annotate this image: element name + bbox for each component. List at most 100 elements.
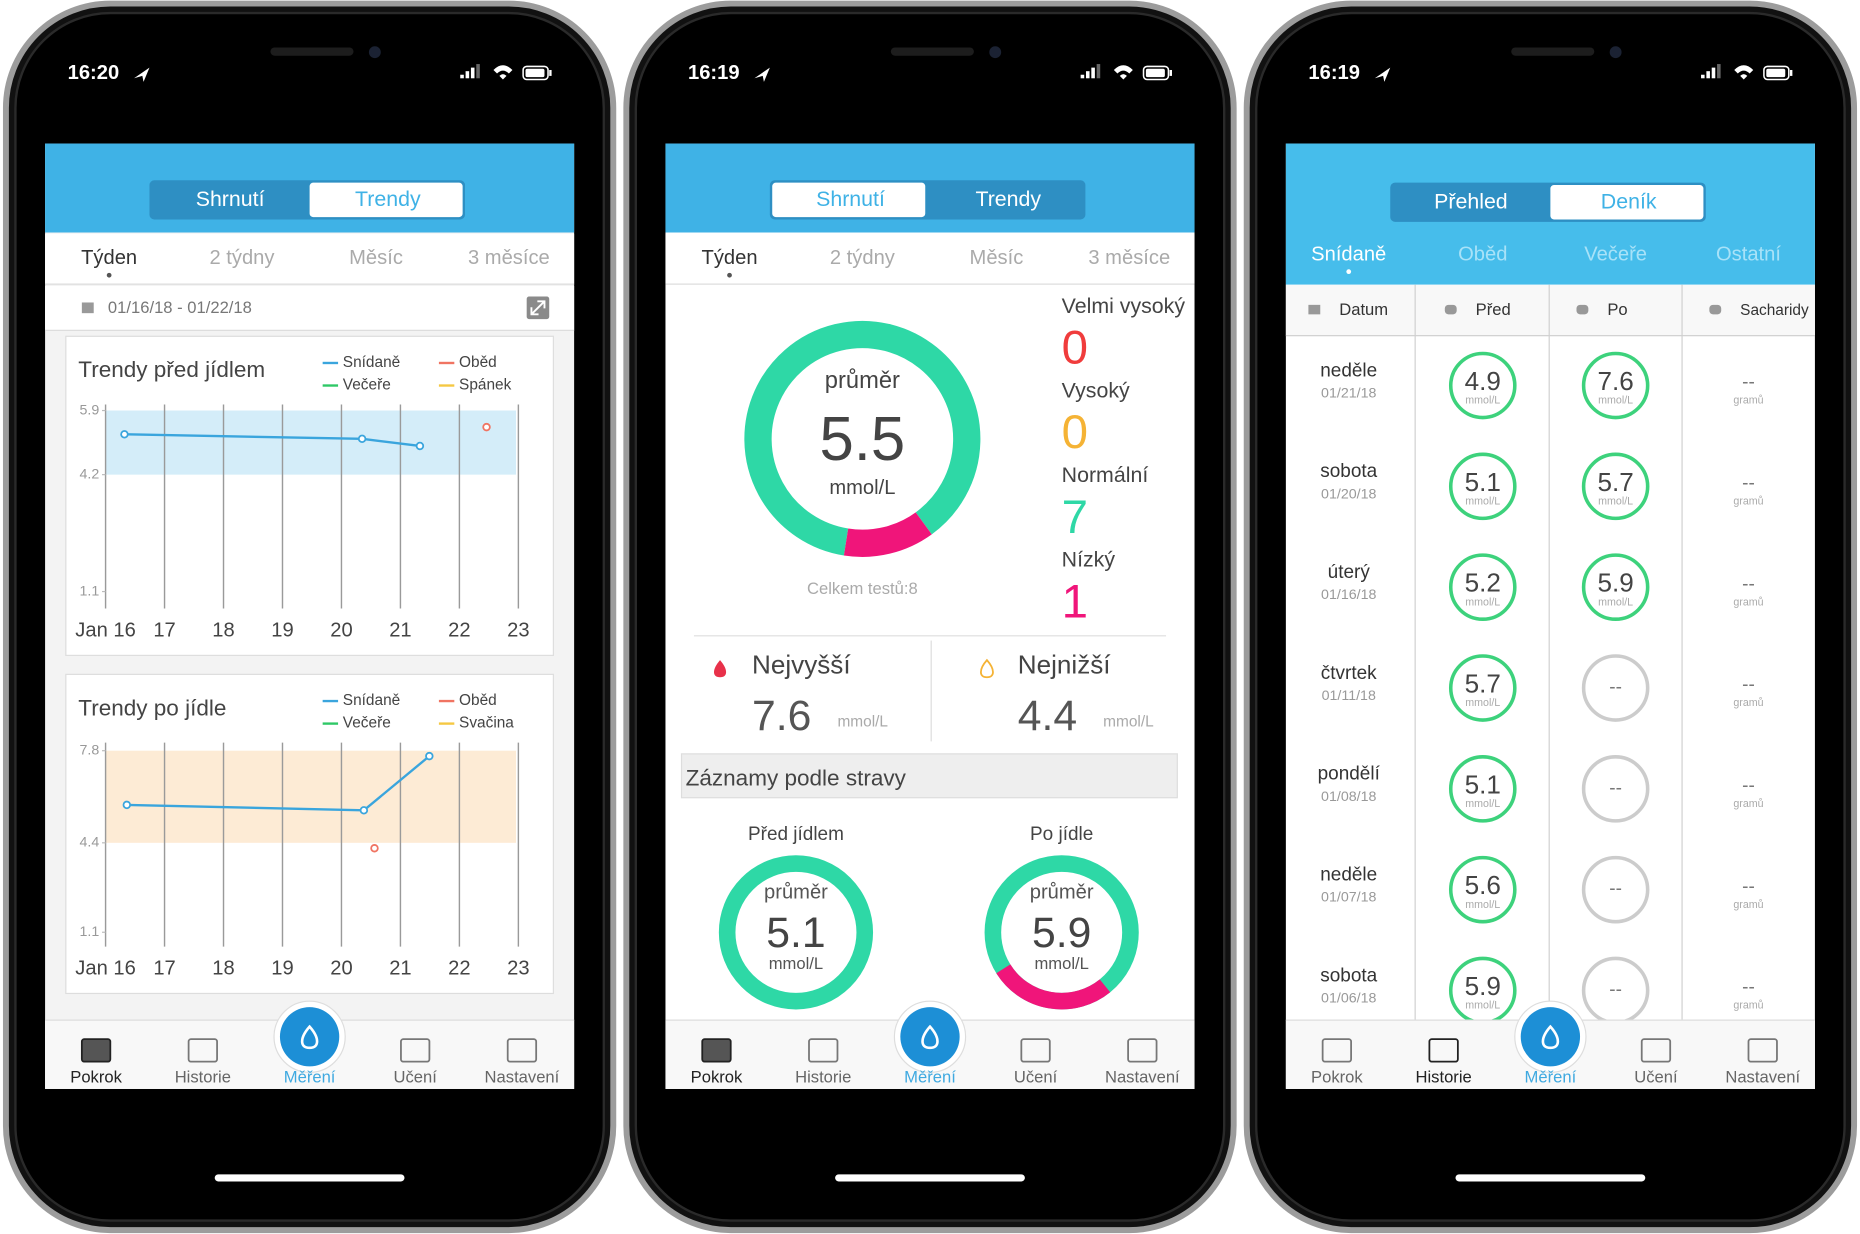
tab-label[interactable]: Historie (1416, 1068, 1472, 1087)
tab-label[interactable]: Pokrok (691, 1068, 743, 1087)
tab-label[interactable]: Měření (904, 1068, 956, 1087)
tab-label[interactable]: Učení (1014, 1068, 1058, 1087)
y-tick-label: 1.1 (79, 924, 99, 940)
y-tick-label: 4.2 (79, 466, 99, 482)
reading: 5.7 (1597, 467, 1633, 497)
signal-bar (1096, 64, 1101, 79)
period-tab[interactable]: Měsíc (970, 247, 1024, 269)
segment-tab[interactable]: Shrnutí (816, 187, 885, 211)
day-date: 01/16/18 (1321, 587, 1376, 603)
day-name: pondělí (1318, 764, 1381, 785)
y-tick-label: 1.1 (79, 583, 99, 599)
carbs: -- (1742, 876, 1755, 897)
tab-icon[interactable] (1428, 1038, 1459, 1063)
period-indicator (106, 272, 112, 278)
tab-icon[interactable] (187, 1038, 218, 1063)
tab-icon[interactable] (1321, 1038, 1352, 1063)
meal-tab[interactable]: Snídaně (1311, 243, 1386, 265)
tab-icon[interactable] (701, 1038, 732, 1063)
chart-title: Trendy před jídlem (78, 357, 265, 382)
measure-button[interactable] (900, 1007, 960, 1067)
level-count: 7 (1062, 491, 1088, 544)
meal-average: 5.1 (766, 909, 825, 957)
data-point (122, 800, 132, 810)
tab-label[interactable]: Pokrok (1311, 1068, 1363, 1087)
tab-label[interactable]: Nastavení (1105, 1068, 1180, 1087)
value-ring (1581, 855, 1650, 924)
data-point (357, 434, 367, 444)
segment-tab[interactable]: Trendy (975, 187, 1041, 211)
segment-tab[interactable]: Deník (1601, 189, 1657, 213)
wifi-icon (1113, 65, 1133, 80)
segment-tab[interactable]: Trendy (355, 187, 421, 211)
meal-donut (718, 855, 874, 1010)
signal-bar (465, 71, 470, 79)
period-tab[interactable]: 3 měsíce (468, 247, 550, 269)
period-tab[interactable]: Týden (81, 247, 137, 269)
tab-icon[interactable] (808, 1038, 839, 1063)
level-count: 0 (1062, 322, 1088, 375)
tab-label[interactable]: Nastavení (1725, 1068, 1800, 1087)
donut-segment (843, 512, 932, 557)
tab-label[interactable]: Pokrok (70, 1068, 122, 1087)
period-tab[interactable]: Týden (702, 247, 758, 269)
value-ring (1448, 452, 1517, 521)
segment-tab[interactable]: Shrnutí (196, 187, 265, 211)
battery-cap (549, 69, 552, 76)
tab-label[interactable]: Nastavení (485, 1068, 560, 1087)
tab-label[interactable]: Historie (175, 1068, 231, 1087)
tab-label[interactable]: Historie (795, 1068, 851, 1087)
value-ring (1448, 755, 1517, 823)
segment-tab[interactable]: Přehled (1434, 189, 1508, 213)
chart-title: Trendy po jídle (78, 695, 226, 720)
meal-tab[interactable]: Oběd (1458, 243, 1507, 265)
level-name: Nízký (1062, 548, 1116, 572)
tab-label[interactable]: Měření (1525, 1068, 1577, 1087)
signal-bar (1085, 71, 1090, 79)
day-date: 01/06/18 (1321, 991, 1376, 1007)
day-date: 01/08/18 (1321, 789, 1376, 805)
x-tick-label: 23 (507, 957, 529, 979)
reading: -- (1609, 980, 1622, 1001)
extreme-label: Nejvyšší (752, 650, 851, 680)
period-tab[interactable]: 3 měsíce (1088, 247, 1170, 269)
meal-unit: mmol/L (769, 954, 823, 973)
drop-icon (713, 660, 727, 678)
tab-icon[interactable] (1020, 1038, 1051, 1063)
reading: 5.2 (1465, 568, 1501, 598)
tab-icon[interactable] (80, 1038, 112, 1063)
reading-unit: mmol/L (1598, 395, 1633, 407)
day-date: 01/11/18 (1322, 688, 1376, 704)
level-name: Velmi vysoký (1062, 294, 1186, 318)
meal-tab[interactable]: Ostatní (1716, 243, 1781, 265)
day-name: neděle (1320, 360, 1377, 381)
status-time: 16:19 (688, 62, 740, 84)
tab-label[interactable]: Měření (284, 1068, 336, 1087)
tab-icon[interactable] (1640, 1038, 1672, 1063)
camera (368, 46, 381, 59)
carbs-unit: gramů (1733, 697, 1763, 709)
reading-unit: mmol/L (1598, 496, 1633, 508)
tab-label[interactable]: Učení (1634, 1068, 1678, 1087)
period-tab[interactable]: Měsíc (349, 247, 403, 269)
tab-icon[interactable] (506, 1038, 538, 1063)
location-icon (754, 67, 770, 82)
section-header (680, 753, 1178, 799)
period-tab[interactable]: 2 týdny (209, 247, 275, 269)
tab-label[interactable]: Učení (393, 1068, 437, 1087)
period-tab[interactable]: 2 týdny (830, 247, 896, 269)
tab-icon[interactable] (400, 1038, 431, 1063)
column-icon (1709, 304, 1722, 315)
measure-button[interactable] (279, 1007, 340, 1067)
measure-button[interactable] (1520, 1007, 1581, 1067)
meal-tab[interactable]: Večeře (1584, 243, 1647, 265)
tab-icon[interactable] (1747, 1038, 1778, 1063)
battery-cap (1790, 69, 1793, 76)
reading: -- (1609, 677, 1622, 698)
speaker (270, 47, 354, 56)
tab-icon[interactable] (1127, 1038, 1158, 1063)
carbs-unit: gramů (1733, 899, 1763, 911)
y-tick-label: 4.4 (79, 835, 99, 851)
carbs: -- (1742, 675, 1755, 696)
